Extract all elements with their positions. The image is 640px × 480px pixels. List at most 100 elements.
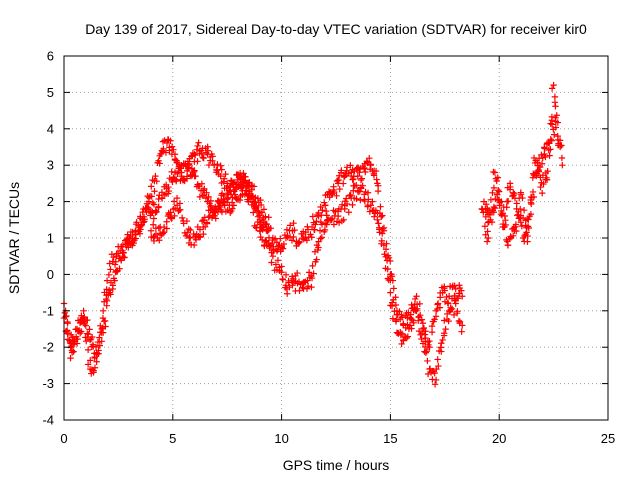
data-point <box>173 194 181 202</box>
data-point <box>260 206 268 213</box>
data-point <box>99 307 107 314</box>
data-point <box>148 183 155 190</box>
data-point <box>240 170 247 177</box>
data-point <box>514 211 522 218</box>
data-point <box>388 299 396 306</box>
data-point <box>74 335 81 343</box>
x-tick-label: 10 <box>274 431 288 446</box>
data-point <box>186 233 193 241</box>
data-point <box>207 197 215 205</box>
data-point <box>544 167 551 175</box>
data-point <box>62 313 69 320</box>
data-point <box>548 113 556 121</box>
data-point <box>498 198 505 205</box>
data-point <box>195 139 202 146</box>
data-point <box>536 163 544 171</box>
data-point <box>422 338 429 345</box>
data-point <box>198 217 206 225</box>
data-point <box>378 213 385 220</box>
x-axis-label: GPS time / hours <box>283 457 390 473</box>
data-point <box>262 213 269 220</box>
data-point <box>68 349 76 356</box>
data-point <box>367 161 374 168</box>
data-point <box>382 253 389 260</box>
data-point <box>451 292 458 300</box>
data-point <box>321 226 329 234</box>
data-point <box>502 216 509 224</box>
data-point <box>248 192 256 200</box>
data-point <box>482 213 490 221</box>
data-point <box>200 154 207 162</box>
data-point <box>366 154 373 162</box>
data-point <box>309 213 316 220</box>
y-tick-label: 0 <box>47 267 54 282</box>
data-point <box>491 169 499 176</box>
data-point <box>511 190 518 198</box>
data-point <box>199 192 206 199</box>
data-point <box>379 230 386 237</box>
data-point <box>119 241 127 249</box>
data-point <box>501 223 508 231</box>
data-point <box>140 219 147 226</box>
data-point <box>252 224 260 231</box>
data-point <box>364 189 372 196</box>
data-point <box>529 188 537 196</box>
data-point <box>539 154 546 162</box>
data-point <box>513 227 520 235</box>
data-point <box>404 333 412 340</box>
data-point <box>156 237 163 244</box>
data-point <box>440 332 448 339</box>
data-point <box>162 149 170 156</box>
data-point <box>81 320 88 328</box>
data-point <box>393 316 400 324</box>
data-point <box>542 153 549 161</box>
data-point <box>155 224 162 232</box>
data-point <box>178 169 185 176</box>
data-point <box>272 261 280 268</box>
data-point <box>413 293 420 300</box>
data-point <box>483 238 491 245</box>
data-point <box>372 167 380 175</box>
data-point <box>214 161 221 168</box>
data-point <box>525 224 532 232</box>
data-point <box>527 210 535 218</box>
data-point <box>147 227 155 234</box>
data-point <box>258 224 265 231</box>
data-point <box>487 209 495 216</box>
data-point <box>237 174 244 182</box>
data-point <box>185 160 193 168</box>
data-point <box>358 175 366 182</box>
data-point <box>430 318 437 325</box>
data-point <box>479 206 486 213</box>
data-point <box>525 216 532 223</box>
data-point <box>308 234 315 241</box>
data-point <box>290 233 297 241</box>
data-point <box>548 85 556 92</box>
ticks <box>63 55 609 421</box>
data-point <box>158 231 165 239</box>
data-point <box>301 279 308 286</box>
data-point <box>420 324 428 332</box>
data-point <box>432 313 440 320</box>
data-point <box>434 356 441 363</box>
data-point <box>107 266 114 273</box>
data-point <box>98 338 105 345</box>
data-point <box>454 308 461 315</box>
data-point <box>149 199 157 207</box>
data-point <box>447 304 454 311</box>
data-point <box>364 159 371 167</box>
data-point <box>84 333 91 341</box>
data-point <box>448 305 456 312</box>
data-point <box>303 237 311 244</box>
data-point <box>264 227 271 235</box>
data-point <box>357 176 365 184</box>
data-point <box>485 218 493 225</box>
data-point <box>64 336 72 343</box>
data-point <box>377 203 384 210</box>
y-tick-label: 6 <box>47 49 54 64</box>
x-tick-label: 20 <box>492 431 506 446</box>
data-point <box>111 277 118 284</box>
data-point <box>410 319 417 326</box>
y-tick-label: 2 <box>47 194 54 209</box>
data-point <box>415 314 423 321</box>
